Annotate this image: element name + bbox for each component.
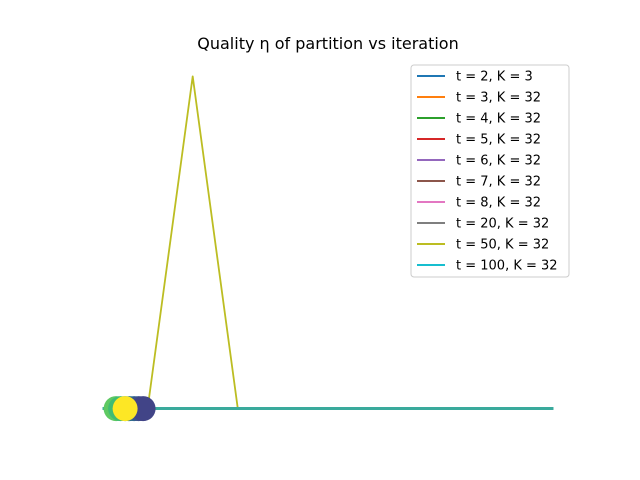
scatter-layer: [103, 396, 156, 422]
chart-title: Quality η of partition vs iteration: [197, 34, 458, 53]
legend-label-9: t = 50, K = 32: [456, 238, 549, 253]
legend-label-3: t = 4, K = 32: [456, 112, 541, 127]
legend-label-7: t = 8, K = 32: [456, 196, 541, 211]
legend-label-4: t = 5, K = 32: [456, 133, 541, 148]
legend-label-10: t = 100, K = 32: [456, 259, 558, 274]
scatter-point-8: [112, 396, 138, 422]
scatter-point-7: [130, 396, 156, 422]
legend-label-1: t = 2, K = 3: [456, 70, 533, 85]
legend-label-6: t = 7, K = 32: [456, 175, 541, 190]
legend-label-5: t = 6, K = 32: [456, 154, 541, 169]
legend-box: [410, 64, 570, 278]
legend: t = 2, K = 3 t = 3, K = 32 t = 4, K = 32 t …: [410, 64, 570, 278]
legend-label-8: t = 20, K = 32: [456, 217, 549, 232]
legend-label-2: t = 3, K = 32: [456, 91, 541, 106]
legend-items: t = 2, K = 3 t = 3, K = 32 t = 4, K = 32 t …: [417, 70, 558, 274]
